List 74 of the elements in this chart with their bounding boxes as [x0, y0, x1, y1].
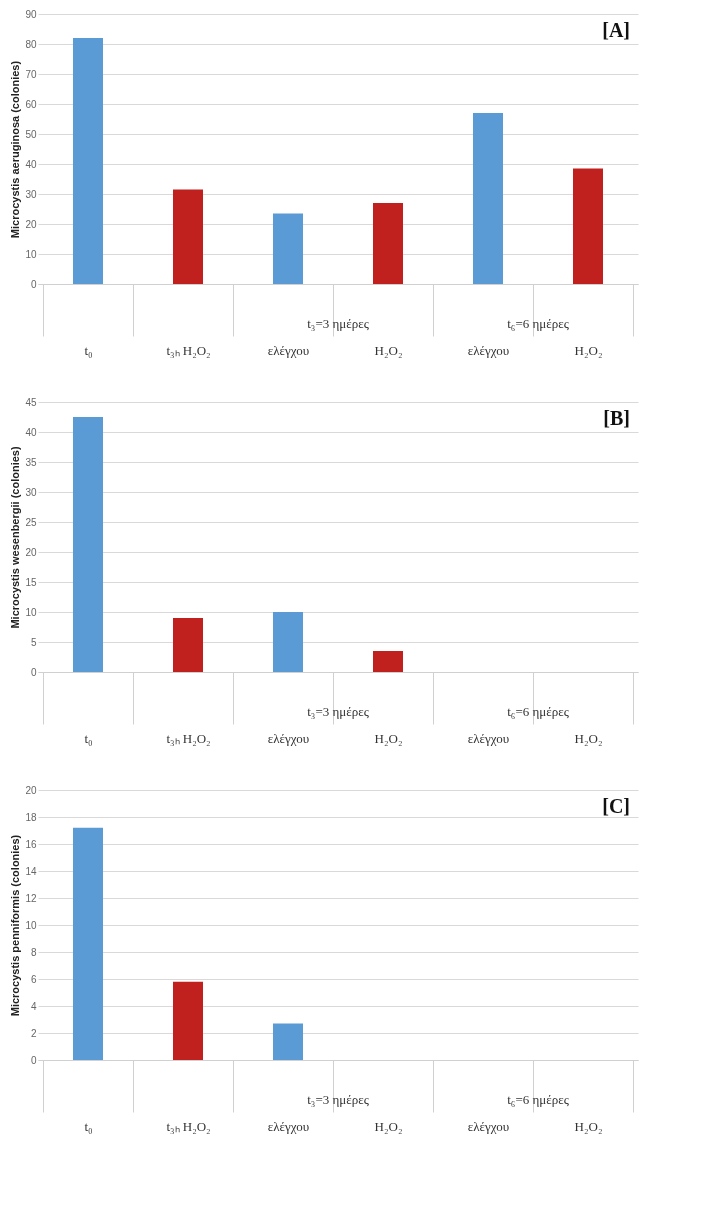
- y-axis-title: Microcystis penniformis (colonies): [9, 834, 22, 1017]
- x-tick-label: H₂O₂: [374, 730, 403, 746]
- y-tick-label: 90: [25, 8, 37, 20]
- y-tick-label: 6: [30, 973, 37, 985]
- bar: [73, 38, 103, 284]
- bar: [173, 981, 203, 1060]
- y-tick-label: 15: [25, 576, 37, 588]
- text: t₃=3 ημέρες: [307, 1092, 370, 1107]
- y-tick-label: 0: [30, 278, 37, 290]
- y-tick-label: 20: [25, 784, 37, 796]
- y-tick-label: 10: [25, 248, 37, 260]
- x-tick-label: H₂O₂: [374, 342, 403, 358]
- x-tick-label: t₀: [84, 730, 93, 746]
- y-tick-label: 20: [25, 218, 37, 230]
- x-tick-label: H₂O₂: [574, 1118, 603, 1134]
- y-tick-label: 40: [25, 158, 37, 170]
- text: t₆=6 ημέρες: [507, 316, 570, 331]
- x-tick-label: H₂O₂: [574, 730, 603, 746]
- y-tick-label: 0: [30, 1054, 37, 1066]
- y-tick-label: 70: [25, 68, 37, 80]
- y-tick-label: 45: [25, 396, 37, 408]
- y-tick-label: 50: [25, 128, 37, 140]
- bar: [273, 1023, 303, 1060]
- y-axis-title: Microcystis wesenbergii (colonies): [9, 446, 22, 629]
- y-tick-label: 2: [30, 1027, 37, 1039]
- chart-title: [A]: [602, 19, 630, 41]
- y-tick-label: 12: [25, 892, 37, 904]
- x-tick-label: ελέγχου: [267, 1118, 310, 1134]
- x-tick-label: H₂O₂: [574, 342, 603, 358]
- y-tick-label: 5: [30, 636, 37, 648]
- bar: [73, 417, 103, 672]
- bar: [173, 618, 203, 672]
- bar: [273, 213, 303, 284]
- bar: [373, 203, 403, 284]
- x-tick-label: ελέγχου: [467, 342, 510, 358]
- y-tick-label: 14: [25, 865, 37, 877]
- y-tick-label: 8: [30, 946, 37, 958]
- y-tick-label: 30: [25, 188, 37, 200]
- text: t₆=6 ημέρες: [507, 704, 570, 719]
- x-tick-label: ελέγχου: [267, 730, 310, 746]
- bar: [73, 827, 103, 1060]
- x-tick-label: ελέγχου: [467, 730, 510, 746]
- bar: [273, 612, 303, 672]
- y-tick-label: 10: [25, 919, 37, 931]
- text: t₆=6 ημέρες: [507, 1092, 570, 1107]
- x-tick-label: t₃ₕ H₂O₂: [166, 1118, 211, 1134]
- y-axis-title: Microcystis aeruginosa (colonies): [9, 60, 22, 239]
- y-tick-label: 16: [25, 838, 37, 850]
- bar: [573, 168, 603, 284]
- y-tick-label: 40: [25, 426, 37, 438]
- y-tick-label: 60: [25, 98, 37, 110]
- chart-title: [B]: [603, 407, 630, 429]
- y-tick-label: 30: [25, 486, 37, 498]
- y-tick-label: 4: [30, 1000, 37, 1012]
- y-tick-label: 18: [25, 811, 37, 823]
- x-tick-label: H₂O₂: [374, 1118, 403, 1134]
- y-tick-label: 20: [25, 546, 37, 558]
- bar: [173, 189, 203, 284]
- y-tick-label: 25: [25, 516, 37, 528]
- chart-title: [C]: [602, 795, 630, 817]
- x-tick-label: t₀: [84, 342, 93, 358]
- x-tick-label: ελέγχου: [467, 1118, 510, 1134]
- text: t₃=3 ημέρες: [307, 704, 370, 719]
- x-tick-label: t₃ₕ H₂O₂: [166, 342, 211, 358]
- bar: [373, 651, 403, 672]
- y-tick-label: 10: [25, 606, 37, 618]
- bar: [473, 113, 503, 284]
- y-tick-label: 0: [30, 666, 37, 678]
- y-tick-label: 35: [25, 456, 37, 468]
- y-tick-label: 80: [25, 38, 37, 50]
- text: t₃=3 ημέρες: [307, 316, 370, 331]
- x-tick-label: t₀: [84, 1118, 93, 1134]
- x-tick-label: ελέγχου: [267, 342, 310, 358]
- x-tick-label: t₃ₕ H₂O₂: [166, 730, 211, 746]
